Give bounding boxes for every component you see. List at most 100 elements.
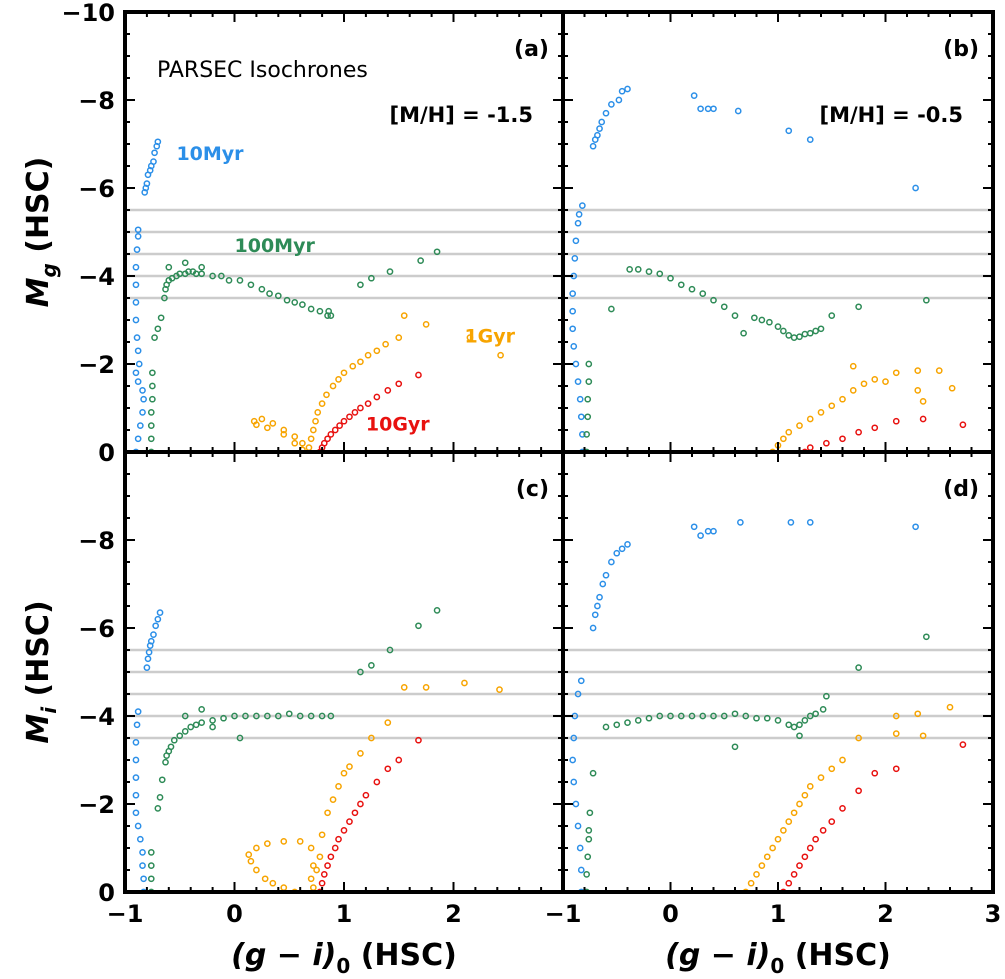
point-1Gyr <box>329 796 337 803</box>
point-10Myr <box>615 96 623 104</box>
x-tick-label: 1 <box>336 900 353 928</box>
point-10Myr <box>577 866 585 874</box>
series-label-10Gyr: 10Gyr <box>366 413 430 435</box>
point-100Myr <box>154 325 162 333</box>
point-1Gyr <box>882 378 889 385</box>
point-100Myr <box>231 712 238 720</box>
point-10Myr <box>618 545 626 553</box>
point-100Myr <box>801 330 809 338</box>
point-100Myr <box>198 706 205 713</box>
point-10Gyr <box>871 424 879 432</box>
point-100Myr <box>785 332 793 339</box>
point-100Myr <box>316 307 324 315</box>
point-100Myr <box>147 875 155 883</box>
point-10Myr <box>577 413 585 421</box>
point-10Myr <box>140 888 147 892</box>
point-1Gyr <box>299 439 306 447</box>
point-1Gyr <box>758 862 766 869</box>
point-10Gyr <box>959 421 967 429</box>
point-100Myr <box>753 714 760 722</box>
y-axis-title: Mi (HSC) <box>21 600 61 743</box>
point-1Gyr <box>796 422 803 429</box>
point-10Gyr <box>819 827 827 834</box>
point-10Myr <box>572 237 580 245</box>
point-10Myr <box>589 142 597 150</box>
point-10Myr <box>710 527 717 535</box>
point-10Myr <box>132 756 140 764</box>
point-1Gyr <box>400 312 408 319</box>
point-10Myr <box>577 888 585 892</box>
point-10Gyr <box>320 439 328 447</box>
point-10Myr <box>139 387 146 394</box>
point-1Gyr <box>948 384 956 392</box>
series-label-10Myr: 10Myr <box>176 143 244 165</box>
point-1Gyr <box>335 376 342 383</box>
point-10Myr <box>151 149 158 157</box>
point-10Myr <box>132 739 140 746</box>
point-10Gyr <box>384 387 392 394</box>
point-10Myr <box>139 862 146 869</box>
point-10Myr <box>132 299 140 306</box>
point-10Myr <box>134 233 142 240</box>
point-100Myr <box>247 281 255 289</box>
point-100Myr <box>368 274 375 282</box>
panel-d: −1 0 1 2 3 (d) (g − i)0 (HSC) <box>545 450 1001 978</box>
point-100Myr <box>589 769 597 777</box>
point-10Myr <box>602 571 610 579</box>
point-10Myr <box>136 422 144 429</box>
point-10Myr <box>154 615 162 623</box>
point-10Gyr <box>364 400 372 407</box>
point-100Myr <box>585 835 593 843</box>
point-10Myr <box>569 307 577 315</box>
y-tick-label: −8 <box>78 527 115 555</box>
point-10Myr <box>737 519 744 526</box>
point-1Gyr <box>914 387 922 394</box>
point-100Myr <box>602 723 610 731</box>
point-1Gyr <box>261 875 269 883</box>
point-10Gyr <box>415 736 422 744</box>
point-1Gyr <box>849 362 857 370</box>
y-tick-label: 0 <box>98 879 115 907</box>
point-10Myr <box>599 580 607 588</box>
point-100Myr <box>923 296 930 304</box>
point-10Gyr <box>828 818 836 825</box>
point-100Myr <box>785 721 793 729</box>
y-tick-label: 0 <box>98 439 115 467</box>
point-1Gyr <box>747 879 755 887</box>
point-1Gyr <box>919 398 927 405</box>
point-100Myr <box>740 329 747 337</box>
point-100Myr <box>710 712 717 720</box>
point-1Gyr <box>382 340 389 348</box>
point-10Myr <box>156 609 164 616</box>
point-10Myr <box>150 158 157 165</box>
point-100Myr <box>264 712 271 720</box>
point-100Myr <box>774 323 782 330</box>
point-1Gyr <box>264 840 271 847</box>
point-10Myr <box>134 347 142 355</box>
x-tick-label: 0 <box>662 900 679 928</box>
point-100Myr <box>147 849 155 856</box>
point-100Myr <box>806 329 814 337</box>
point-100Myr <box>731 743 739 751</box>
point-10Gyr <box>839 805 846 812</box>
point-10Myr <box>710 105 717 113</box>
point-10Gyr <box>415 371 422 379</box>
point-1Gyr <box>258 415 266 423</box>
point-100Myr <box>801 717 809 724</box>
point-1Gyr <box>763 853 771 861</box>
point-1Gyr <box>318 400 326 407</box>
point-100Myr <box>149 382 156 390</box>
point-1Gyr <box>919 732 927 740</box>
point-1Gyr <box>855 734 862 742</box>
point-10Gyr <box>373 778 381 786</box>
metallicity-label: [M/H] = -0.5 <box>820 103 963 127</box>
point-100Myr <box>386 646 394 654</box>
point-10Myr <box>608 101 615 108</box>
point-100Myr <box>291 299 299 306</box>
point-100Myr <box>357 668 364 676</box>
point-100Myr <box>817 325 825 333</box>
point-100Myr <box>624 719 631 726</box>
point-1Gyr <box>291 433 299 440</box>
point-10Myr <box>697 532 704 539</box>
panel-label: (d) <box>943 477 979 502</box>
